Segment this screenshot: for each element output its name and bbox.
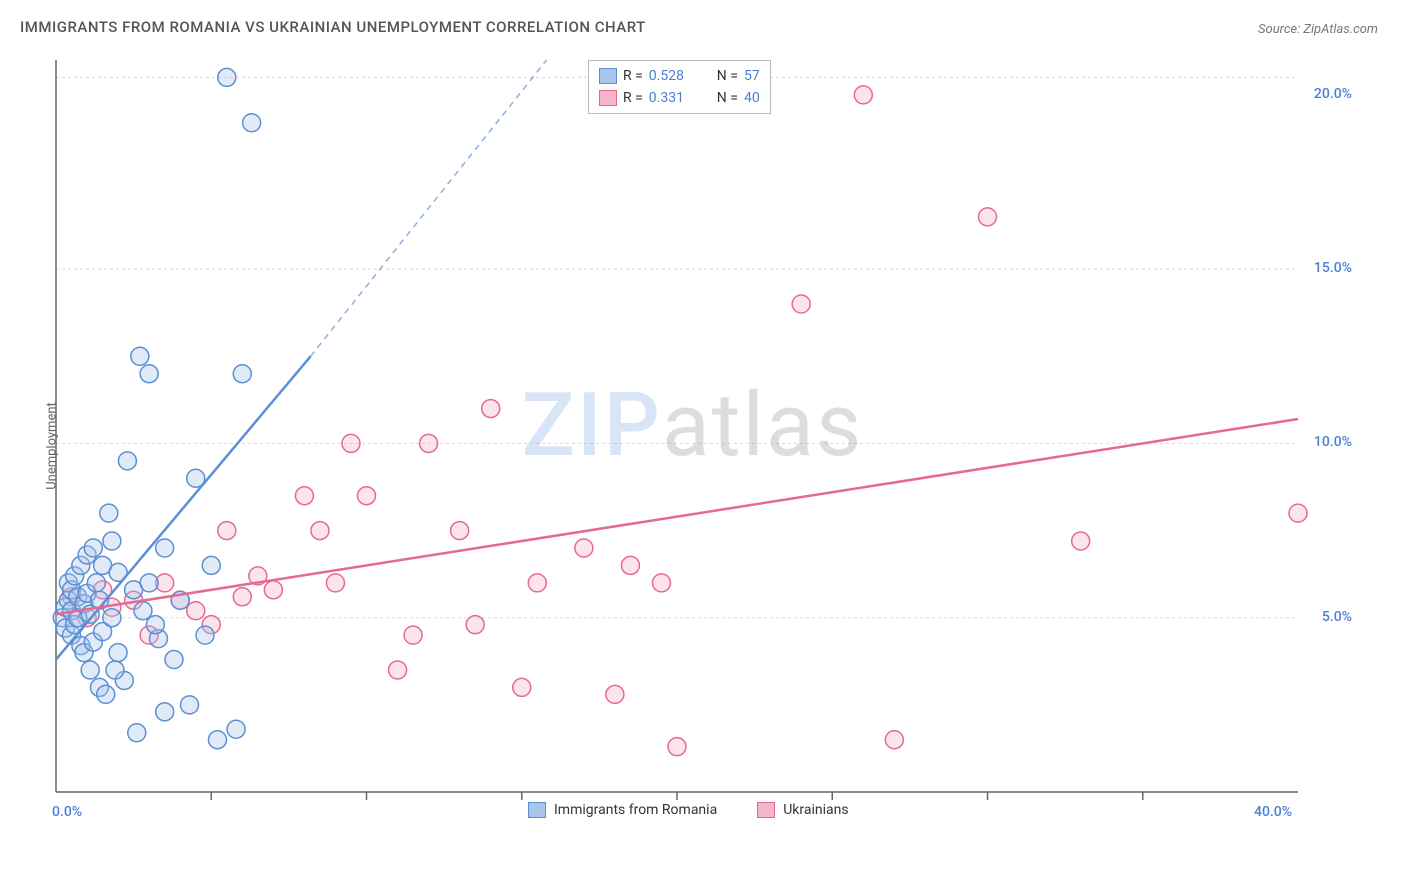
n-value: 40 [744,87,760,109]
r-value: 0.331 [649,87,701,109]
x-tick: 0.0% [52,804,82,820]
legend-swatch [599,68,617,84]
n-label: N = [717,87,738,109]
series-name: Immigrants from Romania [554,802,717,818]
legend-row: R = 0.528 N = 57 [599,65,760,87]
series-legend-item: Immigrants from Romania [528,802,717,818]
n-value: 57 [744,65,760,87]
r-label: R = [623,65,643,87]
chart-title: IMMIGRANTS FROM ROMANIA VS UKRAINIAN UNE… [20,18,646,36]
chart-canvas [48,52,1358,822]
y-tick: 20.0% [1314,86,1352,102]
series-legend: Immigrants from Romania Ukrainians [528,802,849,818]
legend-swatch [757,802,775,818]
series-legend-item: Ukrainians [757,802,848,818]
y-tick: 15.0% [1314,260,1352,276]
y-tick: 10.0% [1314,434,1352,450]
r-label: R = [623,87,643,109]
r-value: 0.528 [649,65,701,87]
x-tick: 40.0% [1254,804,1292,820]
correlation-legend: R = 0.528 N = 57 R = 0.331 N = 40 [588,60,771,114]
legend-swatch [599,90,617,106]
legend-row: R = 0.331 N = 40 [599,87,760,109]
series-name: Ukrainians [783,802,848,818]
y-tick: 5.0% [1322,609,1352,625]
scatter-plot: 5.0% 10.0% 15.0% 20.0% 0.0% 40.0% R = 0.528 N … [48,52,1358,822]
source-attribution: Source: ZipAtlas.com [1258,22,1378,37]
n-label: N = [717,65,738,87]
legend-swatch [528,802,546,818]
